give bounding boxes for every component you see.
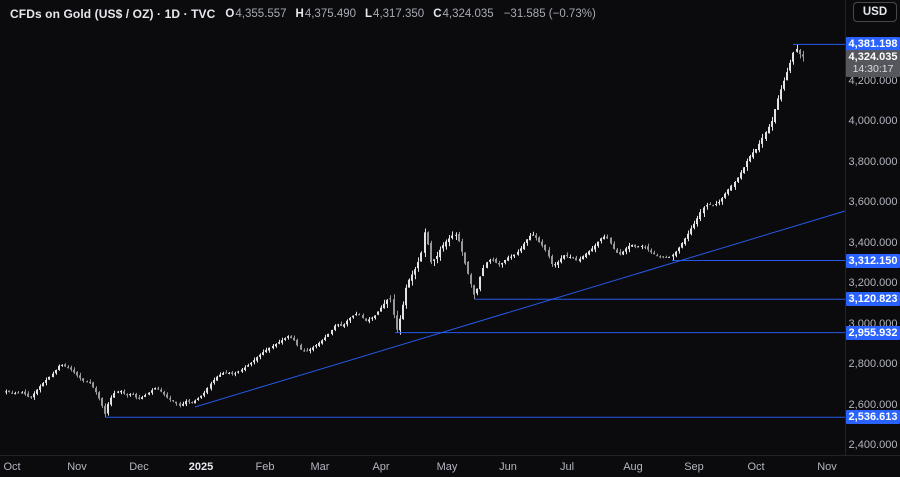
symbol-title[interactable]: CFDs on Gold (US$ / OZ) · 1D · TVC [10, 7, 216, 21]
price-level-badge: 2,955.932 [846, 325, 900, 340]
time-tick: Mar [310, 460, 330, 473]
time-tick: 2025 [188, 460, 214, 473]
price-tick: 3,800.000 [848, 155, 898, 168]
change-value: −31.585 (−0.73%) [503, 8, 596, 20]
price-tick: 3,400.000 [848, 236, 898, 249]
price-tick: 3,600.000 [848, 196, 898, 209]
price-level-badge: 4,381.198 [846, 37, 900, 52]
time-tick: Apr [372, 460, 390, 473]
currency-button[interactable]: USD [853, 2, 897, 22]
price-tick: 4,000.000 [848, 115, 898, 128]
time-axis[interactable]: Oct Nov Dec 2025 Feb Mar Apr May Jun Jul Aug Sep Oct… [0, 456, 900, 477]
time-tick: Aug [623, 460, 643, 473]
price-tick: 4,200.000 [848, 75, 898, 87]
price-level-badge: 3,312.150 [846, 253, 900, 268]
price-level-badge: 2,536.613 [846, 410, 900, 425]
price-axis-border [845, 0, 846, 455]
price-level-badge: 3,120.823 [846, 292, 900, 307]
time-tick: Dec [129, 460, 149, 473]
price-tick: 2,600.000 [848, 398, 898, 411]
ohlc-values: O 4,355.557 H 4,375.490 L 4,317.350 C 4,324.035 [225, 8, 493, 20]
drawing-tools [105, 43, 846, 418]
time-tick: Oct [3, 460, 21, 473]
price-tick: 3,200.000 [848, 277, 898, 290]
time-tick: Oct [747, 460, 765, 473]
time-tick: Feb [255, 460, 275, 473]
current-price-value: 4,324.035 [848, 50, 898, 63]
ohlc-pair: O 4,355.557 [225, 8, 287, 20]
candlestick-series [5, 44, 804, 418]
price-tick: 2,400.000 [848, 438, 898, 451]
time-tick: Jul [559, 460, 575, 473]
time-axis-border [0, 455, 900, 456]
trendline[interactable] [194, 210, 846, 408]
ohlc-pair: L 4,317.350 [365, 8, 425, 20]
time-tick: Nov [817, 460, 837, 473]
time-tick: Nov [67, 460, 87, 473]
time-tick: May [436, 460, 458, 473]
price-axis[interactable]: 4,200.000 4,000.000 3,800.000 3,600.000 3,40… [846, 0, 900, 455]
price-tick: 2,800.000 [848, 358, 898, 371]
bar-countdown: 14:30:17 [852, 62, 894, 75]
chart-legend: CFDs on Gold (US$ / OZ) · 1D · TVC O 4,35… [10, 6, 596, 22]
current-price-badge: 4,324.035 14:30:17 [846, 49, 900, 77]
ohlc-pair: H 4,375.490 [295, 8, 357, 20]
ohlc-pair: C 4,324.035 [433, 8, 494, 20]
time-tick: Jun [499, 460, 517, 473]
time-tick: Sep [684, 460, 704, 473]
